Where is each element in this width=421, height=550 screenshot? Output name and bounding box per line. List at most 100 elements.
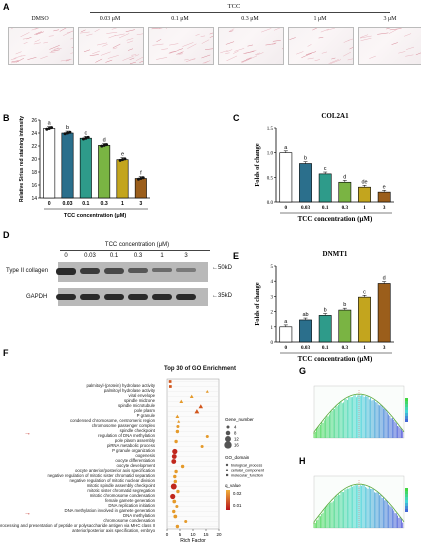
legend-size-dot [225, 436, 231, 442]
significance-letter: a [284, 319, 288, 325]
fiber [331, 57, 336, 60]
fiber [343, 51, 352, 57]
significance-letter: a [48, 121, 52, 127]
lane-label: 0.1 [109, 253, 119, 259]
data-point [47, 126, 51, 130]
fiber [34, 28, 40, 30]
fiber [389, 28, 402, 31]
fiber [152, 43, 164, 46]
fiber [386, 28, 391, 30]
y-tick-label: 5 [271, 265, 274, 270]
panel-label-g: G [299, 366, 307, 376]
fiber [26, 36, 32, 40]
fiber [156, 39, 162, 43]
bar [358, 296, 371, 343]
data-point [102, 143, 106, 147]
x-tick-label: 0 [285, 345, 288, 351]
go-point-triangle [177, 419, 181, 423]
gsea-legend-swatch [405, 407, 408, 410]
go-point-triangle [205, 389, 209, 393]
micrograph-label: 3 μM [383, 16, 397, 22]
fiber [60, 58, 72, 62]
fiber [195, 33, 200, 36]
fiber [136, 33, 143, 36]
micrograph-image [358, 27, 421, 65]
go-point-circle [170, 493, 176, 500]
lane-label: 0.3 [133, 253, 143, 259]
fiber [169, 50, 177, 53]
gsea-legend-swatch [405, 398, 408, 401]
panel-label-c: C [233, 113, 240, 123]
go-point-circle [173, 474, 177, 479]
go-term-label: P granule organization [112, 447, 155, 453]
bar [318, 315, 332, 343]
go-point-triangle [189, 394, 194, 399]
significance-letter: b [66, 125, 69, 131]
fiber [320, 28, 329, 33]
legend-domain-label: cellular_component [231, 469, 265, 473]
go-term-label: oocyte differentiation [115, 457, 155, 463]
bar [377, 283, 391, 343]
y-tick-label: 22 [31, 144, 37, 150]
fiber [122, 56, 134, 61]
row-label-collagen: Type II collagen [6, 268, 49, 274]
significance-letter: b [324, 308, 327, 314]
fiber [15, 51, 22, 55]
fiber [71, 47, 73, 49]
fiber [34, 39, 40, 43]
fiber [204, 60, 211, 64]
data-point [45, 127, 49, 131]
go-term-label: DNA replication initiation [108, 502, 155, 508]
fiber [31, 28, 39, 31]
gsea-legend-swatch [405, 491, 408, 494]
gsea-legend-swatch [405, 413, 408, 416]
gapdh-band [128, 294, 148, 300]
gsea-legend-swatch [405, 488, 408, 491]
go-term-label: spindle midzone [123, 397, 155, 403]
y-tick-label: 0 [271, 341, 274, 346]
gapdh-band [56, 294, 76, 300]
go-term-label: P granule [136, 412, 155, 418]
gsea-legend-swatch [405, 509, 408, 512]
fiber [70, 37, 73, 40]
panel-label-d: D [3, 230, 10, 240]
data-point [100, 144, 104, 148]
collagen-band [176, 268, 196, 272]
fiber [70, 52, 73, 54]
go-point-circle [171, 454, 177, 459]
fiber [16, 58, 25, 63]
micrograph-fibers [79, 28, 143, 64]
bar [279, 152, 293, 203]
legend-color-tick: 0.02 [233, 491, 242, 496]
collagen-band [104, 268, 124, 274]
row-label-gapdh: GAPDH [26, 294, 48, 300]
go-term-label: mitotic spindle assembly checkpoint [86, 482, 155, 488]
fiber [139, 60, 143, 63]
fiber [343, 39, 350, 43]
data-point [105, 143, 109, 147]
fiber [49, 44, 60, 50]
fiber [20, 32, 30, 38]
fiber [112, 47, 118, 50]
micrograph-label: DMSO [31, 16, 49, 22]
gsea-legend-swatch [405, 500, 408, 503]
legend-size-label: 4 [234, 425, 237, 430]
y-tick-label: 0.0 [267, 201, 274, 206]
go-point-triangle [194, 409, 200, 414]
go-point-circle [175, 524, 180, 529]
chart-c: COL2A1 0.0 0.5 1.0 1.5 a 0 b 0.03 c 0.1 d 0.3 de 1 e 3 Fo… [254, 112, 394, 223]
go-term-label: pole plasm [134, 407, 155, 413]
significance-letter: a [284, 145, 288, 151]
micrograph-label: 0.03 μM [99, 16, 121, 22]
gsea-legend-swatch [405, 497, 408, 500]
go-term-label: oocyte anterior/posterior axis specifica… [74, 467, 155, 473]
significance-letter: ab [302, 312, 308, 318]
fiber [245, 57, 252, 60]
fiber [53, 48, 62, 50]
fiber [369, 55, 376, 59]
fiber [404, 33, 412, 37]
fiber [182, 42, 194, 47]
data-point [118, 158, 122, 162]
fiber [226, 49, 233, 53]
collagen-band [80, 268, 100, 275]
